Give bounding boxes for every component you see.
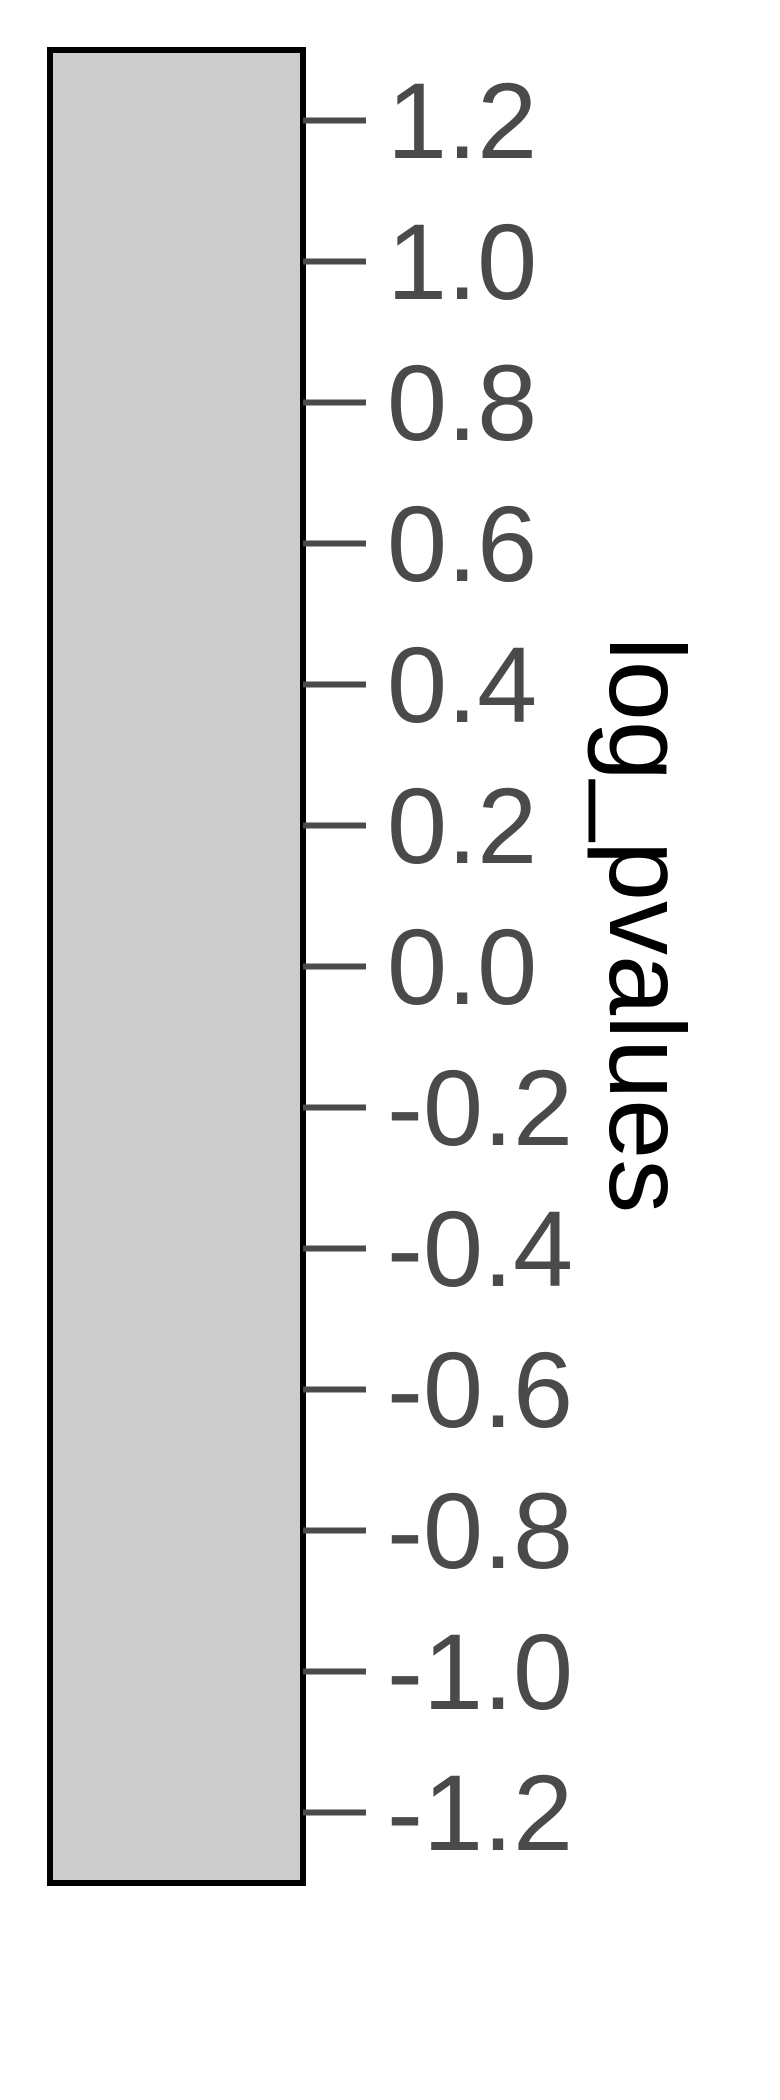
colorbar-fill xyxy=(47,47,306,1886)
colorbar-tick-label: 0.6 xyxy=(387,483,537,604)
colorbar-tick-label: 1.2 xyxy=(387,60,537,181)
colorbar-tick-label: -0.4 xyxy=(387,1188,573,1309)
colorbar-label: log_pvalues xyxy=(587,637,708,1213)
colorbar-tick-label: 0.0 xyxy=(387,906,537,1027)
colorbar-tick-label: 0.2 xyxy=(387,765,537,886)
colorbar-tick-label: 1.0 xyxy=(387,201,537,322)
colorbar-tick-label: -1.0 xyxy=(387,1611,573,1732)
colorbar-tick-label: -0.2 xyxy=(387,1047,573,1168)
colorbar-tick-label: -0.8 xyxy=(387,1470,573,1591)
colorbar-tick-label: -1.2 xyxy=(387,1752,573,1873)
colorbar-ticks: 1.2 1.0 0.8 0.6 0.4 0.2 0.0 -0.2 -0.4 -0.6 -0.8 -1.… xyxy=(303,60,573,1873)
colorbar-tick-label: 0.8 xyxy=(387,342,537,463)
colorbar-tick-label: 0.4 xyxy=(387,624,537,745)
colorbar-tick-label: -0.6 xyxy=(387,1329,573,1450)
